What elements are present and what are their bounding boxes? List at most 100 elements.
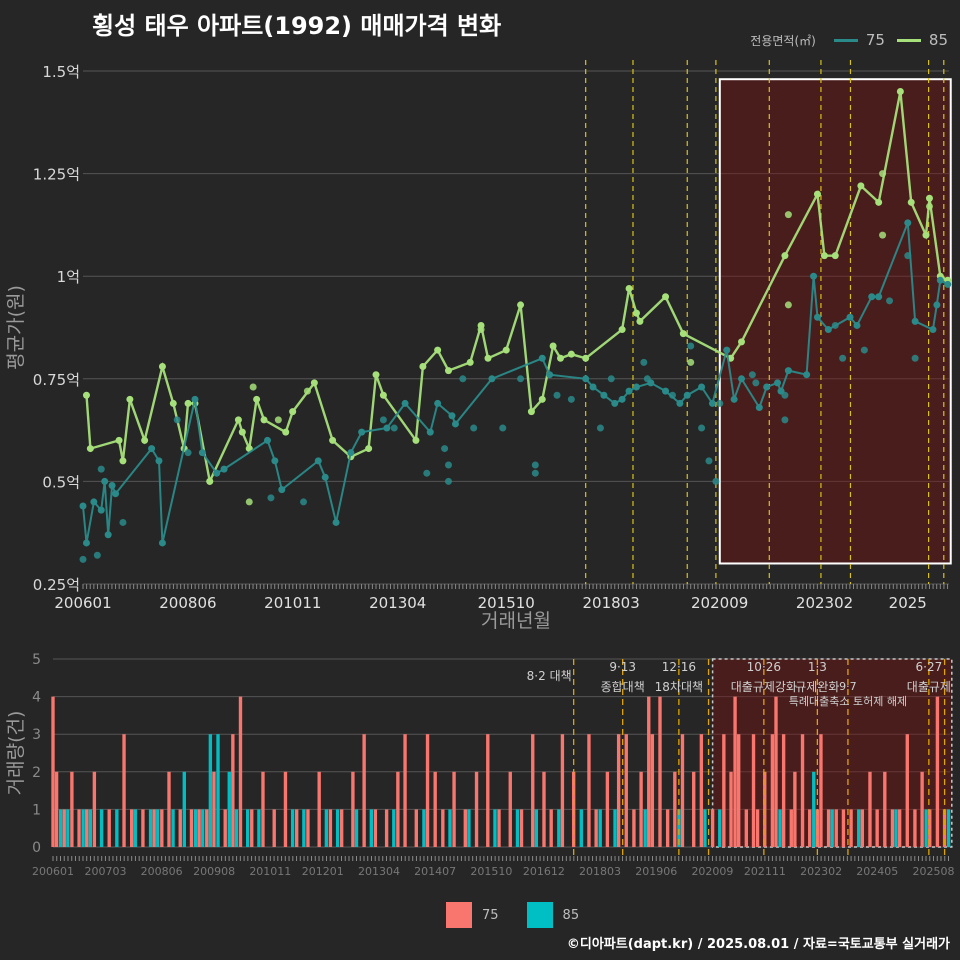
series-75-point: [698, 383, 706, 391]
volume-bar-85: [81, 809, 85, 847]
volume-bar-85: [422, 809, 426, 847]
volume-bar-75: [710, 809, 715, 847]
policy-label: 8·2 대책: [527, 668, 572, 683]
series-75-point: [155, 457, 163, 465]
series-75-extra-point: [93, 551, 101, 559]
volume-bar-75: [942, 809, 947, 847]
volume-bar-75: [815, 809, 820, 847]
series-85-point: [372, 371, 380, 379]
volume-bar-85: [216, 734, 220, 847]
series-75-point: [401, 399, 409, 407]
volume-bar-75: [665, 809, 670, 847]
series-75-point: [148, 445, 156, 453]
x-tick-label-bottom: 200703: [84, 865, 126, 878]
series-75-extra-point: [712, 477, 720, 485]
series-75-point: [813, 313, 821, 321]
volume-bar-85: [201, 809, 205, 847]
volume-bar-75: [178, 809, 182, 847]
volume-bar-85: [290, 809, 295, 847]
series-75-extra-point: [390, 424, 398, 432]
volume-bar-85: [324, 809, 329, 847]
volume-bar-85: [335, 809, 340, 847]
series-85-point: [781, 252, 789, 260]
series-75-point: [933, 301, 941, 309]
series-75-point: [755, 404, 763, 412]
series-75-point: [738, 375, 746, 383]
volume-bar-75: [849, 809, 853, 847]
series-85-point: [238, 428, 246, 436]
series-75-extra-point: [441, 445, 449, 453]
series-75-extra-point: [423, 469, 431, 477]
series-85-point: [253, 395, 261, 403]
series-75-point: [321, 473, 329, 481]
volume-bar-75: [826, 809, 831, 847]
series-85-point: [527, 408, 535, 416]
series-85-point: [582, 354, 590, 362]
series-75-point: [332, 518, 340, 526]
x-tick-label-bottom: 201612: [523, 865, 565, 878]
volume-bar-75: [736, 734, 741, 847]
volume-bar-75: [54, 771, 59, 847]
volume-bar-75: [605, 771, 610, 847]
series-75-point: [723, 346, 731, 354]
series-85-point: [126, 395, 134, 403]
series-85-point: [184, 399, 192, 407]
policy-label: 규제완화: [795, 680, 839, 694]
volume-bar-75: [560, 734, 565, 847]
series-85-point: [556, 354, 564, 362]
policy-label: 1·3: [808, 660, 827, 674]
series-85-point: [538, 395, 546, 403]
volume-bar-75: [819, 734, 823, 847]
series-75-point: [82, 539, 90, 547]
y-tick-label-top: 0.75억: [33, 371, 80, 389]
y-tick-label-bottom: 2: [32, 765, 41, 781]
volume-bar-75: [51, 696, 55, 847]
volume-bar-75: [755, 809, 760, 847]
volume-bar-75: [751, 734, 756, 847]
legend-item-75: 75: [833, 31, 885, 49]
volume-bar-75: [587, 734, 591, 847]
volume-bar-85: [493, 809, 497, 847]
series-75-point: [904, 219, 912, 227]
volume-bar-75: [452, 771, 456, 847]
legend-title: 전용면적(㎡): [750, 33, 816, 48]
volume-bar-85: [598, 809, 602, 847]
volume-bar-75: [373, 809, 378, 847]
series-75-extra-point: [640, 358, 648, 366]
series-75-point: [198, 449, 206, 457]
series-75-extra-point: [119, 518, 127, 526]
y-tick-label-bottom: 5: [32, 652, 41, 668]
series-85-point: [484, 354, 492, 362]
series-75-extra-point: [517, 375, 525, 383]
series-85-point: [466, 358, 474, 366]
series-75-point: [824, 326, 832, 334]
series-75-extra-point: [97, 465, 105, 473]
x-tick-label-top: 2025: [889, 594, 927, 612]
policy-label: 12·16: [662, 660, 696, 674]
volume-bar-75: [152, 809, 156, 847]
legend-item-85: 85: [896, 31, 948, 49]
volume-legend: 75 85: [446, 902, 597, 928]
volume-bar-75: [160, 809, 164, 847]
series-75-extra-point: [379, 416, 387, 424]
volume-bar-85: [778, 809, 782, 847]
series-75-extra-point: [300, 498, 308, 506]
series-85-point: [738, 338, 746, 346]
volume-bar-85: [115, 809, 119, 847]
policy-label: 종합대책: [601, 679, 645, 694]
x-tick-label-top: 201510: [478, 594, 535, 612]
series-85-point: [925, 194, 933, 202]
series-75-extra-point: [886, 297, 894, 305]
volume-label-85: 85: [562, 907, 580, 923]
series-75-point: [676, 399, 684, 407]
volume-bar-75: [62, 809, 66, 847]
series-75-point: [79, 502, 87, 510]
legend-swatch-85: [896, 38, 921, 42]
x-tick-label-top: 201304: [369, 594, 426, 612]
volume-bar-75: [205, 809, 209, 847]
volume-bar-85: [58, 809, 63, 847]
series-75-point: [589, 383, 597, 391]
volume-bar-75: [508, 771, 512, 847]
volume-bar-75: [650, 734, 655, 847]
series-75-point: [625, 387, 633, 395]
